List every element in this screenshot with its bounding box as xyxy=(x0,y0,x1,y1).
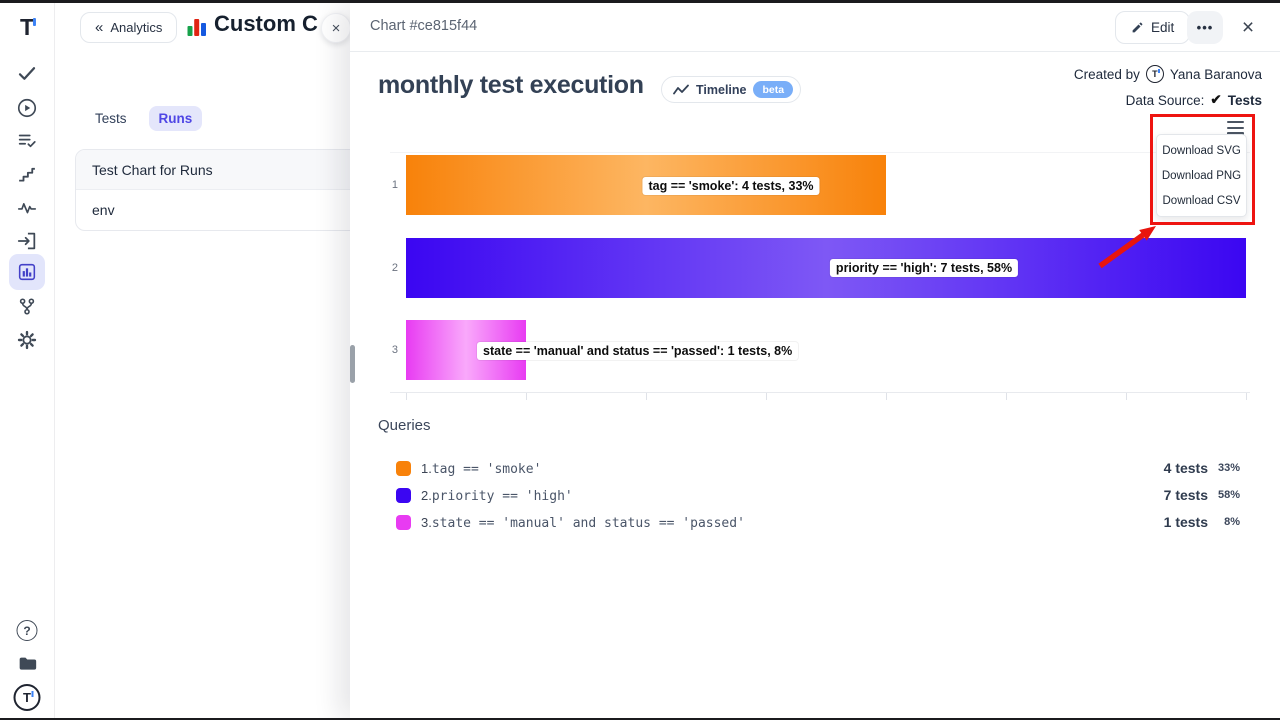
query-tests-count: 1 tests xyxy=(1163,514,1208,530)
query-percent: 58% xyxy=(1217,489,1240,501)
bar-priority-high[interactable] xyxy=(406,238,1246,298)
chevrons-left-icon: « xyxy=(95,19,104,36)
window-top-edge xyxy=(0,0,1280,3)
overlay-close-icon[interactable]: × xyxy=(1241,16,1255,39)
pulse-activity-icon[interactable] xyxy=(16,197,38,219)
data-source-value: Tests xyxy=(1227,92,1262,108)
brand-logo[interactable]: T xyxy=(19,14,37,40)
docs-folder-icon[interactable] xyxy=(16,652,38,674)
chart-title: monthly test execution xyxy=(378,71,644,99)
drawer-title: Custom C xyxy=(214,11,318,36)
zigzag-line-icon xyxy=(673,84,689,94)
queries-heading: Queries xyxy=(378,417,431,434)
bar-category-1: 1 xyxy=(391,179,398,191)
list-item-env[interactable]: env xyxy=(92,202,115,218)
query-expression: tag == 'smoke' xyxy=(431,462,542,477)
query-num: 2. xyxy=(421,488,432,503)
milestones-stairs-icon[interactable] xyxy=(17,164,38,185)
icon-rail: T ? T xyxy=(0,3,55,718)
query-percent: 33% xyxy=(1217,462,1240,474)
x-axis xyxy=(390,392,1250,400)
pencil-icon xyxy=(1132,22,1143,33)
chart-id-title: Chart #ce815f44 xyxy=(370,18,478,34)
menu-item-download-png[interactable]: Download PNG xyxy=(1161,169,1242,182)
overlay-header: Chart #ce815f44 Edit ••• × xyxy=(350,3,1280,52)
analytics-drawer: « Analytics Custom C × Tests Runs Test C… xyxy=(55,3,367,718)
back-to-analytics-button[interactable]: « Analytics xyxy=(80,12,178,43)
chart-list: Test Chart for Runs env xyxy=(75,149,367,231)
author-avatar: T xyxy=(1145,65,1164,83)
bar-label-3: state == 'manual' and status == 'passed'… xyxy=(477,342,799,360)
query-percent: 8% xyxy=(1224,516,1240,528)
bar-category-3: 3 xyxy=(391,344,398,356)
data-source-label: Data Source: xyxy=(1125,92,1205,108)
query-row: 1.tag == 'smoke' 4 tests 33% xyxy=(350,455,1280,482)
query-expression: priority == 'high' xyxy=(431,489,573,504)
list-item-test-chart-for-runs[interactable]: Test Chart for Runs xyxy=(76,150,366,190)
query-row: 3.state == 'manual' and status == 'passe… xyxy=(350,509,1280,536)
query-expression: state == 'manual' and status == 'passed' xyxy=(431,516,745,531)
scrollbar-thumb[interactable] xyxy=(350,345,355,383)
runs-play-circle-icon[interactable] xyxy=(16,97,38,119)
user-avatar[interactable]: T xyxy=(13,684,41,711)
bar-label-1: tag == 'smoke': 4 tests, 33% xyxy=(642,177,820,195)
menu-item-download-csv[interactable]: Download CSV xyxy=(1162,194,1241,207)
branch-icon[interactable] xyxy=(17,296,38,317)
settings-gear-icon[interactable] xyxy=(16,329,38,351)
author-name: Yana Baranova xyxy=(1169,66,1262,82)
window-bottom-edge xyxy=(0,718,1280,720)
beta-badge: beta xyxy=(753,81,794,98)
charts-tabs: Tests Runs xyxy=(85,106,203,131)
edit-label: Edit xyxy=(1151,20,1175,35)
timeline-label: Timeline xyxy=(696,82,747,97)
plot-top-gridline xyxy=(390,152,1250,153)
created-by-line: Created by T Yana Baranova xyxy=(1074,65,1262,83)
chart-overlay-panel: Chart #ce815f44 Edit ••• × monthly test … xyxy=(350,3,1280,718)
query-tests-count: 4 tests xyxy=(1163,460,1208,476)
brand-accent xyxy=(33,18,37,26)
menu-item-download-svg[interactable]: Download SVG xyxy=(1162,144,1241,157)
data-source-line: Data Source: ✔ Tests xyxy=(1126,92,1262,108)
query-tests-count: 7 tests xyxy=(1163,487,1208,503)
check-icon: ✔ xyxy=(1210,92,1222,107)
plans-list-check-icon[interactable] xyxy=(16,130,38,152)
download-dropdown: Download SVG Download PNG Download CSV xyxy=(1156,134,1247,217)
chart-menu-hamburger-icon[interactable] xyxy=(1227,121,1244,138)
import-icon[interactable] xyxy=(16,230,38,252)
query-num: 1. xyxy=(421,461,432,476)
tests-check-icon[interactable] xyxy=(17,63,38,84)
query-row: 2.priority == 'high' 7 tests 58% xyxy=(350,482,1280,509)
edit-button[interactable]: Edit xyxy=(1115,11,1191,44)
query-color-swatch xyxy=(396,515,411,530)
bar-category-2: 2 xyxy=(391,262,398,274)
analytics-bar-chart-icon[interactable] xyxy=(9,254,45,290)
drawer-close-icon[interactable]: × xyxy=(321,13,351,43)
timeline-toggle[interactable]: Timeline beta xyxy=(661,76,802,103)
more-options-button[interactable]: ••• xyxy=(1187,11,1223,44)
created-by-label: Created by xyxy=(1073,66,1140,82)
bar-label-2: priority == 'high': 7 tests, 58% xyxy=(829,259,1019,277)
tab-runs[interactable]: Runs xyxy=(148,106,203,131)
back-label: Analytics xyxy=(110,20,163,35)
query-num: 3. xyxy=(421,515,432,530)
tab-tests[interactable]: Tests xyxy=(95,111,127,126)
custom-chart-colored-icon xyxy=(186,15,208,40)
query-color-swatch xyxy=(396,461,411,476)
help-icon[interactable]: ? xyxy=(16,620,38,641)
query-color-swatch xyxy=(396,488,411,503)
